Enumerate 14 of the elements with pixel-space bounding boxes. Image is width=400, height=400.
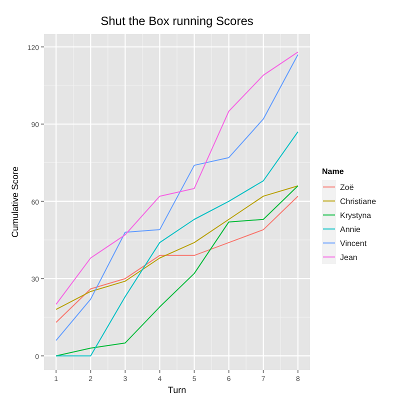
legend-label: Krystyna	[340, 211, 372, 220]
legend-label: Zoë	[340, 183, 354, 192]
line-series	[56, 131, 298, 356]
line-series	[56, 185, 298, 356]
legend-title: Name	[322, 167, 344, 176]
legend-label: Jean	[340, 253, 358, 262]
y-axis-title: Cumulative Score	[10, 166, 20, 238]
x-axis-title: Turn	[168, 385, 186, 395]
legend-label: Christiane	[340, 197, 377, 206]
legend-label: Vincent	[340, 239, 368, 248]
line-series	[56, 196, 298, 323]
line-series	[56, 185, 298, 310]
chart-title: Shut the Box running Scores	[100, 14, 254, 28]
legend-label: Annie	[340, 225, 362, 234]
